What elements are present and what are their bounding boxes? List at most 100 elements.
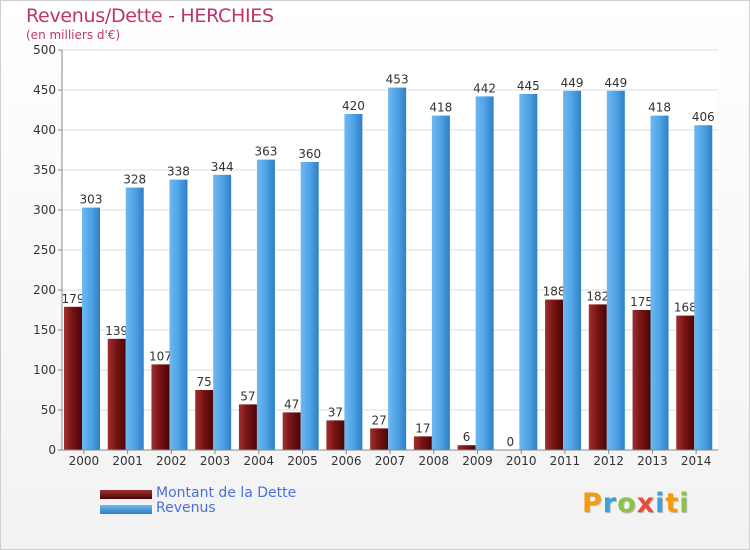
data-label-revenus: 360 (298, 147, 321, 161)
y-tick-label: 150 (33, 323, 56, 337)
x-tick-label: 2009 (462, 454, 493, 468)
data-label-dette: 57 (240, 389, 255, 403)
x-tick-label: 2013 (637, 454, 668, 468)
data-label-revenus: 363 (254, 145, 277, 159)
bar-revenus (475, 96, 494, 451)
y-tick-label: 0 (48, 443, 56, 457)
legend-swatch-debt (100, 490, 152, 499)
logo-letter: o (617, 488, 637, 519)
data-label-dette: 47 (284, 397, 299, 411)
bar-revenus (388, 87, 407, 450)
bar-dette (107, 338, 126, 450)
data-label-revenus: 303 (80, 193, 103, 207)
bar-revenus (169, 179, 188, 450)
bar-revenus (694, 125, 713, 450)
x-tick-label: 2001 (112, 454, 143, 468)
bar-revenus (606, 90, 625, 451)
data-label-dette: 188 (543, 285, 566, 299)
bar-revenus (300, 162, 319, 450)
logo-letter: i (679, 488, 690, 519)
bar-revenus (431, 115, 450, 450)
bar-revenus (125, 187, 144, 450)
data-label-dette: 168 (674, 301, 697, 315)
x-tick-label: 2008 (418, 454, 449, 468)
data-label-revenus: 418 (648, 101, 671, 115)
legend-label-debt: Montant de la Dette (156, 485, 297, 501)
legend-label-revenus: Revenus (156, 500, 216, 516)
logo-letter: t (665, 488, 680, 519)
data-label-dette: 0 (507, 435, 515, 449)
y-tick-label: 300 (33, 203, 56, 217)
y-tick-label: 100 (33, 363, 56, 377)
bar-revenus (82, 207, 100, 450)
x-tick-label: 2004 (244, 454, 275, 468)
chart-subtitle: (en milliers d'€) (26, 28, 121, 42)
bar-dette (151, 364, 170, 450)
data-label-revenus: 442 (473, 81, 496, 95)
y-tick-label: 250 (33, 243, 56, 257)
x-tick-label: 2002 (156, 454, 187, 468)
data-label-dette: 27 (371, 413, 386, 427)
data-label-revenus: 449 (604, 76, 627, 90)
data-label-revenus: 420 (342, 99, 365, 113)
proxiti-logo: Proxiti (582, 488, 690, 519)
bar-revenus (344, 114, 363, 450)
bar-dette (238, 404, 257, 450)
axes: 0 50 100 150 200 250 300 350 400 450 500 2000 2001 20… (33, 43, 718, 468)
x-tick-label: 2007 (375, 454, 406, 468)
x-tick-label: 2000 (69, 454, 100, 468)
bar-revenus (519, 94, 538, 450)
x-tick-label: 2005 (287, 454, 318, 468)
bar-dette (588, 304, 607, 450)
bar-dette (370, 428, 389, 450)
bar-dette (413, 436, 432, 450)
data-label-revenus: 328 (123, 173, 146, 187)
bar-revenus (213, 174, 232, 451)
bar-dette (326, 420, 345, 450)
bar-revenus (256, 159, 275, 450)
legend-swatch-revenus (100, 505, 152, 514)
bar-dette (282, 412, 301, 450)
data-label-revenus: 344 (211, 160, 234, 174)
y-tick-label: 50 (41, 403, 56, 417)
x-tick-label: 2010 (506, 454, 537, 468)
data-label-dette: 182 (586, 289, 609, 303)
x-tick-label: 2012 (593, 454, 624, 468)
chart-title: Revenus/Dette - HERCHIES (26, 5, 274, 27)
bar-dette (676, 315, 695, 450)
bar-dette (457, 445, 476, 450)
data-label-revenus: 445 (517, 79, 540, 93)
bar-dette (632, 310, 651, 450)
data-label-dette: 17 (415, 421, 430, 435)
data-label-dette: 6 (463, 430, 471, 444)
data-label-dette: 75 (197, 375, 212, 389)
data-label-dette: 107 (149, 349, 172, 363)
data-label-dette: 175 (630, 295, 653, 309)
x-tick-label: 2011 (550, 454, 581, 468)
logo-letter: P (582, 488, 603, 519)
bar-dette (545, 299, 564, 450)
bar-revenus (650, 115, 669, 450)
bar-dette (64, 306, 82, 450)
y-tick-label: 400 (33, 123, 56, 137)
data-label-dette: 37 (328, 405, 343, 419)
y-tick-label: 350 (33, 163, 56, 177)
data-label-dette: 139 (105, 324, 128, 338)
y-tick-label: 450 (33, 83, 56, 97)
y-tick-label: 500 (33, 43, 56, 57)
data-label-revenus: 406 (692, 110, 715, 124)
bar-revenus (563, 90, 582, 451)
data-label-revenus: 338 (167, 165, 190, 179)
x-tick-label: 2014 (681, 454, 712, 468)
logo-letter: i (655, 488, 666, 519)
data-label-revenus: 453 (386, 73, 409, 87)
x-tick-label: 2006 (331, 454, 362, 468)
bars: 179 303 139 328 107 338 75 344 57 363 47 360 37 420 27… (62, 73, 715, 451)
data-label-dette: 179 (62, 292, 85, 306)
y-tick-label: 200 (33, 283, 56, 297)
data-label-revenus: 449 (561, 76, 584, 90)
logo-letter: x (636, 488, 656, 519)
logo-letter: r (602, 488, 618, 519)
data-label-revenus: 418 (429, 101, 452, 115)
